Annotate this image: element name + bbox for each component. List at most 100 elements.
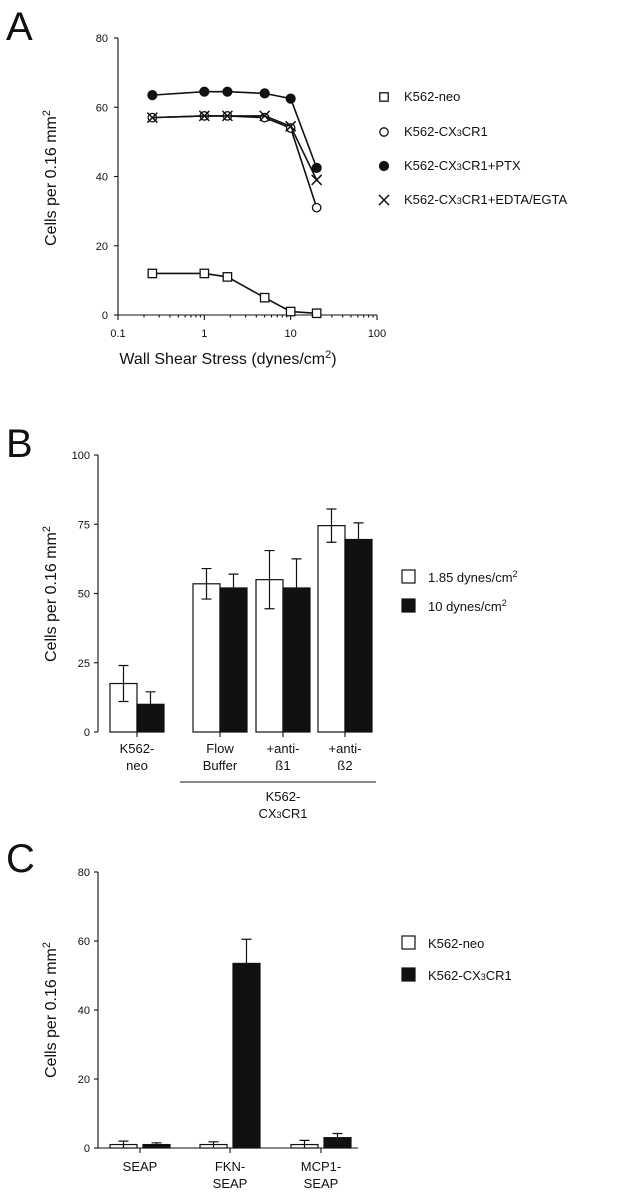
series-line-2 [152,90,318,169]
group-label: K562- [266,789,301,804]
legend-marker [379,127,389,137]
data-point [259,292,270,303]
y-tick-label: 40 [78,1005,90,1017]
category-label: K562- [120,741,155,756]
x-tick-label: 10 [285,328,297,340]
error-bar [118,1140,129,1148]
panel-b-ticks: 0 25 50 75 100 [72,450,98,739]
group-label: CX3CR1 [258,806,307,821]
category-label: SEAP [304,1176,339,1191]
error-bar [208,1141,219,1148]
legend-swatch [401,569,416,584]
legend-label: K562-CX3CR1+PTX [404,158,521,173]
legend-label: K562-CX3CR1+EDTA/EGTA [404,192,567,207]
error-bar [151,1142,162,1147]
error-bar [299,1139,310,1148]
panel-c-y-axis-title: Cells per 0.16 mm2 [41,942,60,1078]
data-point [285,120,297,132]
legend-swatch [401,935,416,950]
panel-a-series [146,86,323,319]
error-bar [353,522,364,557]
legend-marker [378,194,390,206]
legend-marker [379,92,389,102]
category-label: FKN- [215,1159,245,1174]
y-tick-label: 20 [78,1074,90,1086]
data-point [259,88,270,99]
error-bar [228,573,239,603]
data-point [199,268,210,279]
y-tick-label: 60 [78,936,90,948]
data-point [146,112,158,124]
panel-letter-c: C [6,837,35,881]
data-point [311,202,322,213]
error-bar [118,664,129,703]
error-bar [201,567,212,600]
legend-label: K562-CX3CR1 [404,124,488,139]
data-point [285,93,296,104]
legend-label: K562-neo [404,89,460,104]
bar [219,587,248,733]
legend-label: 10 dynes/cm2 [428,598,507,614]
panel-c-ticks: 0 20 40 60 80 [78,867,98,1155]
bar [344,538,373,733]
panel-a-y-axis-title: Cells per 0.16 mm2 [41,110,60,246]
y-tick-label: 40 [96,172,108,184]
x-tick-label: 1 [201,328,207,340]
category-label: Flow [206,741,234,756]
data-point [285,306,296,317]
panel-b-y-axis-title: Cells per 0.16 mm2 [41,526,60,662]
error-bar [145,691,156,718]
bar [192,583,221,733]
panel-c-axes [97,872,358,1149]
category-label: +anti- [267,741,300,756]
panel-b-bars [109,508,373,733]
data-point [199,86,210,97]
category-label: Buffer [203,758,238,773]
category-label: SEAP [123,1159,158,1174]
x-tick-label: 100 [368,328,386,340]
panel-b-legend: 1.85 dynes/cm2 10 dynes/cm2 [401,569,518,614]
error-bar [326,508,337,543]
category-label: SEAP [213,1176,248,1191]
data-point [147,268,158,279]
y-tick-label: 60 [96,102,108,114]
error-bar [291,558,302,618]
x-tick-label: 0.1 [110,328,125,340]
legend-swatch [401,967,416,982]
category-label: MCP1- [301,1159,341,1174]
y-tick-label: 0 [102,310,108,322]
panel-b: B Cells per 0.16 mm2 0 25 50 75 100 K562- neo… [6,422,518,821]
panel-c-bars [109,938,352,1149]
panel-c-category-labels: SEAP FKN- SEAP MCP1- SEAP [123,1148,341,1191]
data-point [198,110,210,122]
data-point [222,86,233,97]
panel-a-ticks: 0 20 40 60 80 0.1 1 10 100 [96,33,386,340]
error-bar [332,1132,343,1142]
data-point [221,110,233,122]
y-tick-label: 50 [78,589,90,601]
y-tick-label: 20 [96,241,108,253]
series-line-3 [152,115,318,181]
panel-b-category-labels: K562- neo Flow Buffer +anti-ß1 +anti-ß2 K562- C… [120,732,376,821]
bar [232,962,261,1149]
y-tick-label: 0 [84,1143,90,1155]
y-tick-label: 100 [72,450,90,462]
bar [317,525,346,733]
legend-label: K562-neo [428,936,484,951]
error-bar [241,938,252,988]
y-tick-label: 80 [78,867,90,879]
data-point [147,90,158,101]
panel-a-x-axis-title: Wall Shear Stress (dynes/cm2) [119,349,336,368]
legend-label: K562-CX3CR1 [428,968,512,983]
y-tick-label: 0 [84,727,90,739]
panel-a-legend: K562-neo K562-CX3CR1 K562-CX3CR1+PTX K562-C… [378,89,567,207]
panel-letter-b: B [6,422,33,466]
category-label: neo [126,758,148,773]
y-tick-label: 25 [78,658,90,670]
y-tick-label: 80 [96,33,108,45]
error-bar [264,549,275,610]
data-point [311,308,322,319]
category-label: +anti- [329,741,362,756]
